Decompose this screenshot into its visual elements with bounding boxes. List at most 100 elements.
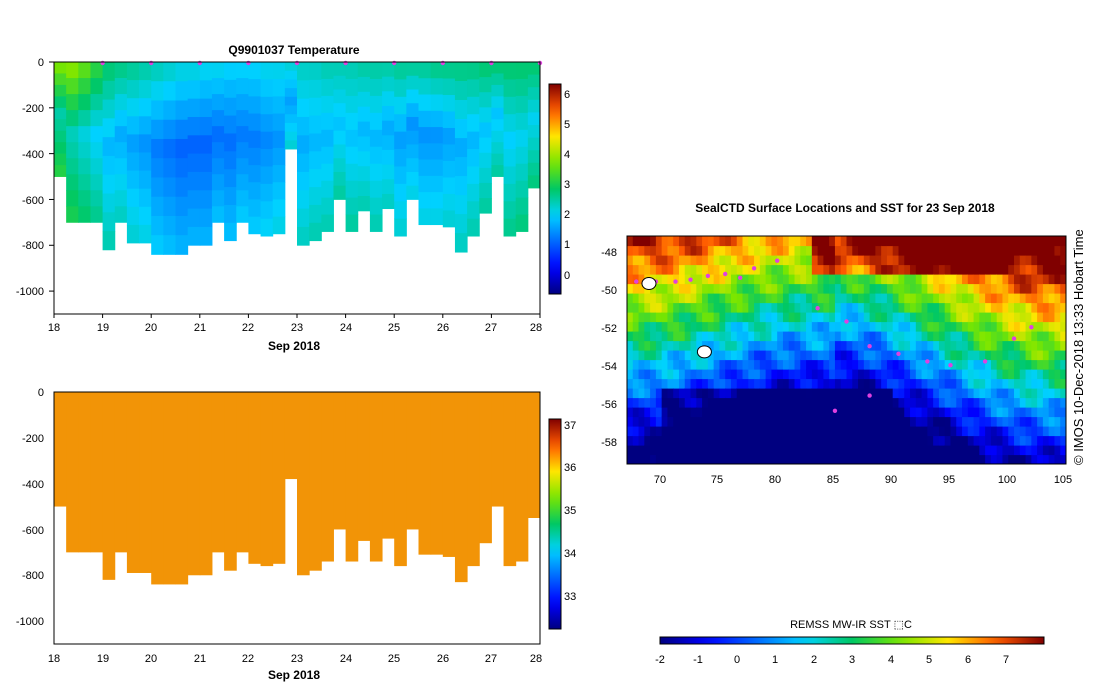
- sst-cell: [1014, 388, 1021, 399]
- sst-cell: [852, 350, 859, 361]
- sst-cell: [881, 264, 888, 275]
- sst-cell: [655, 369, 663, 380]
- sst-cell: [869, 255, 876, 266]
- sst-cell: [707, 331, 715, 342]
- sst-cell: [771, 445, 778, 456]
- sst-cell: [638, 407, 645, 418]
- sst-cell: [938, 397, 946, 408]
- sst-cell: [892, 454, 900, 464]
- sst-cell: [834, 236, 842, 247]
- sst-cell: [852, 454, 859, 464]
- sst-cell: [840, 245, 848, 256]
- temperature-cell: [66, 174, 79, 191]
- temperature-cell: [430, 159, 444, 177]
- sst-cell: [1008, 445, 1015, 456]
- sst-cell: [765, 321, 773, 332]
- sst-cell: [632, 274, 640, 285]
- sst-cell: [990, 340, 998, 351]
- sst-cell: [667, 236, 674, 247]
- sst-cell: [759, 331, 767, 342]
- salinity-cell: [406, 392, 419, 530]
- sst-cell: [627, 350, 634, 361]
- sst-cell: [933, 397, 940, 408]
- sst-cell: [707, 454, 715, 464]
- sst-cell: [627, 340, 634, 351]
- temperature-cell: [345, 146, 359, 165]
- sst-cell: [661, 321, 669, 332]
- sst-cell: [886, 369, 894, 380]
- sst-cell: [1031, 426, 1038, 437]
- sst-cell: [684, 388, 692, 399]
- sst-cell: [742, 293, 749, 304]
- sst-cell: [910, 340, 917, 351]
- sst-cell: [875, 255, 882, 266]
- sst-cell: [650, 331, 657, 342]
- sst-cell: [811, 445, 819, 456]
- sst-cell: [1019, 378, 1027, 389]
- sst-cell: [1014, 340, 1021, 351]
- sst-cell: [707, 293, 715, 304]
- sst-cell: [927, 445, 934, 456]
- sst-cell: [719, 312, 726, 323]
- sst-cell: [730, 340, 738, 351]
- sst-cell: [898, 321, 905, 332]
- sst-cell: [661, 435, 669, 446]
- sst-cell: [915, 321, 923, 332]
- sst-cell: [638, 435, 645, 446]
- temperature-title: Q9901037 Temperature: [228, 43, 360, 57]
- sst-cell: [627, 369, 634, 380]
- sst-cell: [1037, 454, 1044, 464]
- sst-cell: [869, 407, 876, 418]
- sst-cell: [696, 407, 703, 418]
- sst-cell: [1019, 435, 1027, 446]
- sst-cell: [1025, 255, 1032, 266]
- sst-cell: [1031, 445, 1038, 456]
- temperature-cell: [503, 62, 517, 80]
- sst-cell: [759, 426, 767, 437]
- sst-cell: [881, 236, 888, 247]
- temperature-cell: [467, 131, 480, 150]
- sst-cell: [730, 454, 738, 464]
- sst-cell: [661, 293, 669, 304]
- temperature-cell: [527, 175, 540, 189]
- salinity-cell: [199, 392, 213, 576]
- salinity-colorbar: 37 36 35 34 33: [548, 418, 576, 630]
- sst-cell: [852, 321, 859, 332]
- sst-cell: [1019, 445, 1027, 456]
- sst-cell: [644, 245, 651, 256]
- sst-cell: [782, 331, 790, 342]
- sst-cell: [713, 359, 721, 370]
- sst-cell: [702, 245, 709, 256]
- sst-cell: [673, 321, 680, 332]
- sst-cell: [973, 397, 980, 408]
- sst-cell: [673, 426, 680, 437]
- sst-cell: [881, 312, 888, 323]
- sst-cell: [950, 312, 957, 323]
- sst-cell: [863, 378, 871, 389]
- sst-cell: [736, 331, 744, 342]
- sst-cell: [782, 312, 790, 323]
- temperature-cell: [333, 144, 347, 159]
- temperature-cell: [515, 180, 529, 199]
- temperature-cell: [345, 163, 359, 182]
- temperature-cell: [430, 175, 444, 193]
- sst-cell: [967, 302, 975, 313]
- temperature-cell: [187, 98, 201, 118]
- sst-cell: [1019, 331, 1027, 342]
- sst-cell: [1025, 331, 1032, 342]
- sst-cell: [800, 340, 807, 351]
- sst-cell: [650, 340, 657, 351]
- sst-cell: [719, 283, 726, 294]
- sst-cell: [1054, 435, 1061, 446]
- sst-cell: [707, 274, 715, 285]
- sst-cell: [650, 312, 657, 323]
- sst-cell: [1031, 302, 1038, 313]
- sst-cell: [950, 236, 957, 247]
- sst-cell: [863, 350, 871, 361]
- sst-cell: [973, 264, 980, 275]
- temperature-cell: [284, 88, 298, 98]
- x-tick-label: 19: [97, 653, 109, 665]
- sst-cell: [915, 350, 923, 361]
- sst-cell: [806, 359, 813, 370]
- sst-cell: [886, 293, 894, 304]
